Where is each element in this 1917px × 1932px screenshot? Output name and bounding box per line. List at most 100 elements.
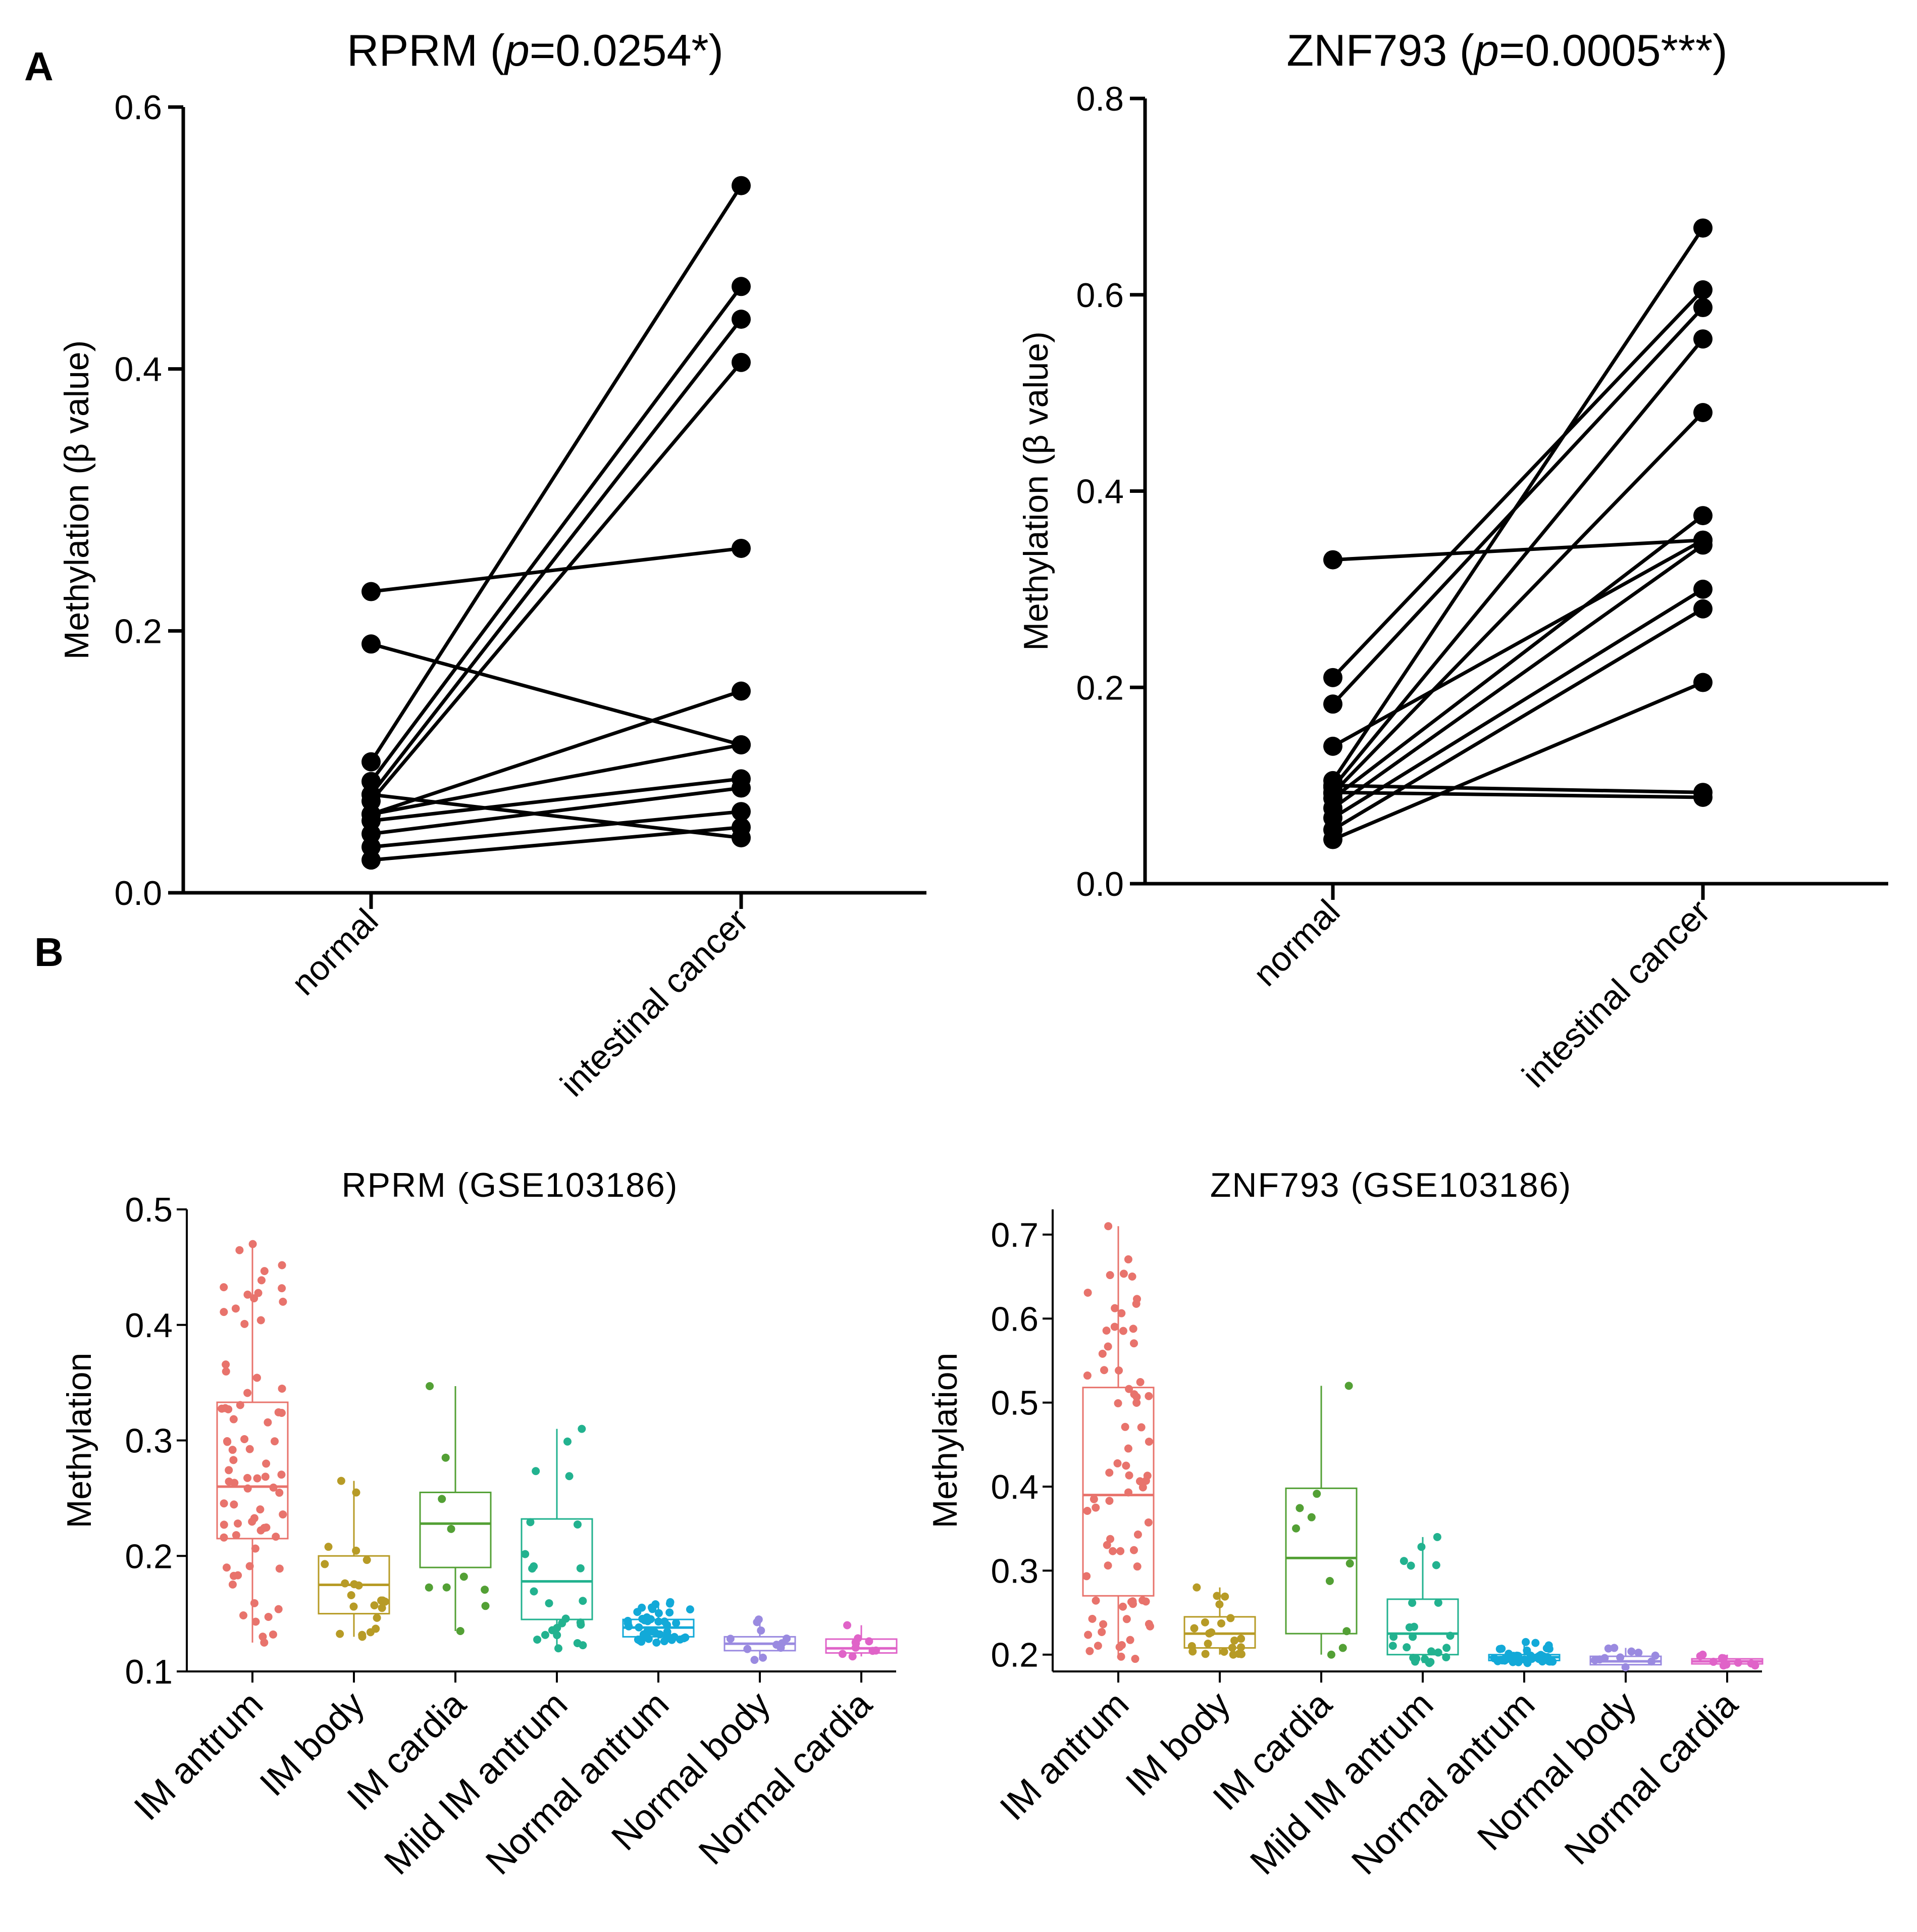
pair-line (371, 363, 741, 801)
pair-line (1333, 545, 1703, 808)
point-im-antrum (230, 1500, 238, 1508)
point-im-antrum (1119, 1327, 1127, 1335)
point-im-body (341, 1580, 349, 1588)
point-im-antrum (1145, 1392, 1153, 1400)
point-im-antrum (1125, 1471, 1133, 1480)
point-im-antrum (278, 1385, 286, 1393)
point-im-antrum (1103, 1541, 1111, 1549)
point-im-antrum (264, 1418, 272, 1427)
point-im-antrum (225, 1478, 233, 1486)
y-tick-label: 0.0 (1076, 865, 1124, 903)
point-im-body (325, 1543, 333, 1551)
point-im-antrum (249, 1240, 257, 1248)
point-im-antrum (1082, 1572, 1091, 1580)
point-im-body (1221, 1593, 1229, 1601)
point-normal-body (1647, 1657, 1655, 1665)
point-im-antrum (279, 1510, 287, 1518)
pair-line (371, 286, 741, 781)
point-mild-im-antrum (541, 1631, 549, 1639)
point-im-antrum (1130, 1390, 1138, 1398)
point-mild-im-antrum (1427, 1647, 1435, 1655)
point-im-body (1237, 1635, 1245, 1643)
point-im-antrum (1124, 1255, 1132, 1263)
title-gene: RPRM ( (347, 25, 505, 75)
point-im-cardia (438, 1495, 446, 1503)
y-axis-label: Methylation (β value) (1017, 331, 1055, 651)
point-mild-im-antrum (1442, 1653, 1450, 1661)
point-im-body (1190, 1624, 1198, 1633)
point-im-body (363, 1556, 371, 1564)
point-im-antrum (1105, 1497, 1113, 1505)
point-normal-body (757, 1626, 765, 1635)
point-im-cardia (426, 1382, 434, 1390)
point-mild-im-antrum (563, 1438, 572, 1446)
point-normal-body (753, 1618, 761, 1626)
x-tick-label-normal-antrum: Normal antrum (478, 1684, 677, 1883)
point-mild-im-antrum (1442, 1644, 1450, 1652)
point-im-antrum (235, 1246, 243, 1254)
pair-line (371, 745, 741, 814)
point-im-antrum (1130, 1339, 1138, 1347)
y-tick-label: 0.4 (1076, 473, 1124, 511)
point-mild-im-antrum (579, 1597, 587, 1605)
y-tick-label: 0.4 (125, 1306, 173, 1345)
point-im-body (347, 1591, 355, 1599)
point-im-antrum (1083, 1507, 1092, 1515)
point-normal (361, 634, 381, 653)
point-mild-im-antrum (528, 1564, 536, 1572)
title-p: p (503, 25, 530, 75)
point-im-cardia (1342, 1627, 1351, 1635)
y-tick-label: 0.1 (125, 1653, 173, 1691)
point-im-cardia (482, 1602, 490, 1610)
point-normal-antrum (1535, 1655, 1543, 1663)
point-im-antrum (1130, 1546, 1138, 1554)
point-im-antrum (240, 1435, 248, 1443)
point-mild-im-antrum (526, 1518, 534, 1526)
point-im-antrum (243, 1474, 251, 1482)
chart-title: ZNF793 (GSE103186) (1210, 1166, 1572, 1204)
point-intestinal-cancer (732, 818, 751, 837)
point-normal (361, 850, 381, 870)
point-normal-body (1622, 1663, 1630, 1671)
figure-canvas: RPRM (p=0.0254*)0.00.20.40.6Methylation … (0, 0, 1917, 1932)
point-im-antrum (250, 1599, 258, 1607)
point-normal-cardia (849, 1652, 857, 1660)
y-axis-label: Methylation (60, 1353, 98, 1529)
point-normal-antrum (1548, 1658, 1557, 1666)
chart-znf793-paired: ZNF793 (p=0.0005***)0.00.20.40.60.8Methy… (1017, 25, 1888, 1095)
point-im-cardia (1339, 1644, 1347, 1652)
point-im-antrum (1124, 1445, 1132, 1453)
point-normal-antrum (1522, 1638, 1530, 1646)
point-mild-im-antrum (1389, 1642, 1397, 1650)
pair-line (1333, 683, 1703, 840)
point-normal-body (743, 1645, 751, 1653)
point-im-antrum (1083, 1371, 1092, 1380)
point-im-body (1205, 1630, 1213, 1638)
point-im-cardia (1292, 1524, 1300, 1533)
point-im-antrum (1138, 1596, 1147, 1604)
pair-line (1333, 228, 1703, 781)
point-normal-antrum (663, 1628, 671, 1636)
point-im-cardia (1327, 1651, 1335, 1659)
point-im-body (355, 1582, 363, 1590)
point-intestinal-cancer (732, 176, 751, 195)
point-im-antrum (1145, 1518, 1153, 1527)
point-normal-antrum (625, 1622, 633, 1631)
point-mild-im-antrum (574, 1520, 582, 1529)
point-im-cardia (425, 1584, 433, 1592)
x-tick-label-normal-cardia: Normal cardia (691, 1684, 880, 1872)
point-im-antrum (262, 1472, 270, 1481)
pair-line (371, 644, 741, 745)
point-normal-cardia (843, 1621, 851, 1630)
point-im-antrum (239, 1611, 247, 1619)
point-im-antrum (229, 1581, 237, 1589)
x-tick-label-normal-cardia: Normal cardia (1557, 1684, 1746, 1872)
point-im-body (1193, 1584, 1201, 1592)
y-tick-label: 0.0 (114, 874, 162, 912)
point-mild-im-antrum (553, 1631, 561, 1639)
point-mild-im-antrum (1446, 1632, 1454, 1640)
point-im-antrum (221, 1404, 229, 1412)
point-normal (361, 752, 381, 772)
point-normal (361, 785, 381, 804)
point-mild-im-antrum (579, 1641, 587, 1649)
